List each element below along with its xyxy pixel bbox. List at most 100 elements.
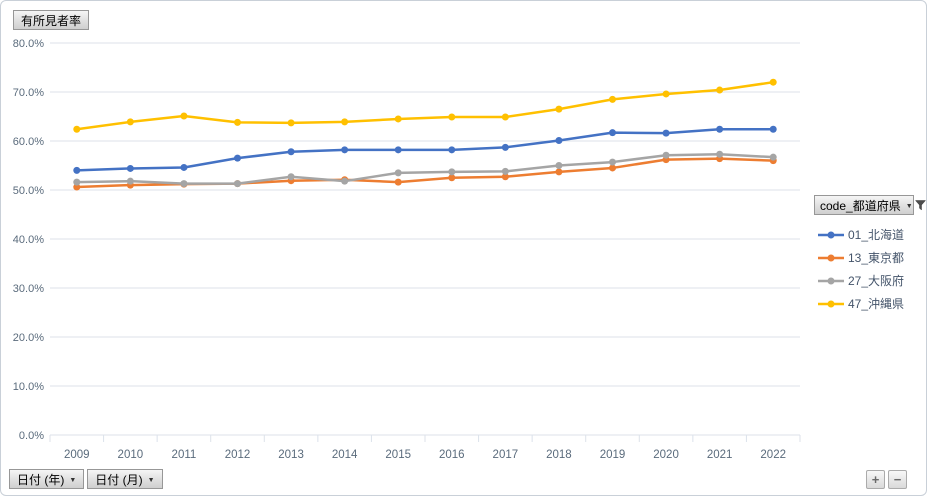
data-point-marker-1[interactable]: [394, 178, 402, 186]
data-point-marker-3[interactable]: [394, 115, 402, 123]
chevron-down-icon: ▼: [69, 476, 77, 484]
legend-marker-icon: [818, 277, 844, 284]
data-point-marker-1[interactable]: [501, 173, 509, 181]
data-point-marker-0[interactable]: [73, 166, 81, 174]
x-axis-tick-label: 2020: [653, 449, 679, 461]
data-point-marker-0[interactable]: [126, 164, 134, 172]
collapse-field-button[interactable]: −: [888, 470, 907, 489]
data-point-marker-3[interactable]: [126, 118, 134, 126]
legend-field-button[interactable]: code_都道府県 ▼: [814, 195, 926, 215]
data-point-marker-2[interactable]: [448, 168, 456, 176]
legend-item-label: 01_北海道: [848, 228, 905, 242]
axis-field-buttons: 日付 (年) ▼ 日付 (月) ▼: [9, 469, 163, 489]
data-point-marker-2[interactable]: [287, 173, 295, 181]
y-axis-tick-label: 40.0%: [13, 234, 44, 246]
legend-item-1[interactable]: 13_東京都: [818, 246, 920, 269]
x-axis-tick-label: 2015: [385, 449, 411, 461]
expand-field-button[interactable]: +: [866, 470, 885, 489]
legend-item-0[interactable]: 01_北海道: [818, 223, 920, 246]
data-point-marker-3[interactable]: [716, 86, 724, 94]
x-axis-tick-label: 2016: [439, 449, 465, 461]
data-point-marker-3[interactable]: [180, 112, 188, 120]
series-line-2[interactable]: [75, 152, 775, 185]
x-axis-tick-label: 2012: [225, 449, 251, 461]
legend-item-label: 27_大阪府: [848, 274, 905, 288]
y-axis-tick-label: 20.0%: [13, 332, 44, 344]
x-axis-tick-label: 2014: [332, 449, 358, 461]
y-axis-tick-label: 50.0%: [13, 185, 44, 197]
legend-marker-icon: [818, 254, 844, 261]
data-point-marker-2[interactable]: [73, 178, 81, 186]
data-point-marker-1[interactable]: [555, 168, 563, 176]
legend-item-label: 47_沖縄県: [848, 297, 905, 311]
data-point-marker-2[interactable]: [394, 169, 402, 177]
data-point-marker-3[interactable]: [662, 90, 670, 98]
data-point-marker-0[interactable]: [716, 125, 724, 133]
x-axis-tick-label: 2010: [118, 449, 144, 461]
data-point-marker-3[interactable]: [448, 113, 456, 121]
filter-icon: [914, 199, 926, 211]
data-point-marker-0[interactable]: [662, 129, 670, 137]
data-point-marker-3[interactable]: [73, 125, 81, 133]
date-year-field-label: 日付 (年): [17, 472, 65, 487]
x-axis-tick-label: 2021: [707, 449, 733, 461]
data-point-marker-0[interactable]: [394, 146, 402, 154]
legend-item-3[interactable]: 47_沖縄県: [818, 292, 920, 315]
data-point-marker-2[interactable]: [609, 158, 616, 166]
y-axis-tick-label: 10.0%: [13, 381, 44, 393]
legend-item-2[interactable]: 27_大阪府: [818, 269, 920, 292]
date-month-field-button[interactable]: 日付 (月) ▼: [87, 469, 163, 489]
legend-marker-icon: [818, 300, 844, 307]
data-point-marker-3[interactable]: [501, 113, 509, 121]
y-axis-tick-label: 60.0%: [13, 136, 44, 148]
data-point-marker-0[interactable]: [555, 137, 563, 145]
date-year-field-button[interactable]: 日付 (年) ▼: [9, 469, 85, 489]
data-point-marker-3[interactable]: [609, 95, 616, 103]
data-point-marker-3[interactable]: [234, 118, 241, 126]
x-axis-tick-label: 2019: [600, 449, 626, 461]
series-line-0[interactable]: [75, 127, 775, 172]
legend-item-list: 01_北海道 13_東京都 27_大阪府 47_沖縄県: [814, 223, 920, 315]
data-point-marker-0[interactable]: [609, 129, 616, 137]
x-axis-tick-label: 2013: [278, 449, 304, 461]
x-axis-tick-label: 2022: [760, 449, 786, 461]
data-point-marker-3[interactable]: [341, 118, 349, 126]
data-point-marker-0[interactable]: [769, 125, 777, 133]
data-point-marker-2[interactable]: [501, 167, 509, 175]
data-point-marker-2[interactable]: [126, 177, 134, 185]
x-axis-tick-label: 2017: [493, 449, 519, 461]
data-point-marker-0[interactable]: [448, 146, 456, 154]
chevron-down-icon: ▼: [147, 476, 155, 484]
values-field-button[interactable]: 有所見者率: [13, 10, 90, 30]
data-point-marker-0[interactable]: [501, 143, 509, 151]
data-point-marker-2[interactable]: [769, 153, 777, 161]
date-month-field-label: 日付 (月): [95, 472, 143, 487]
legend-item-label: 13_東京都: [848, 251, 905, 265]
y-axis-tick-label: 70.0%: [13, 87, 44, 99]
data-point-marker-3[interactable]: [769, 78, 777, 86]
legend-field-label: code_都道府県: [820, 198, 901, 213]
y-axis-tick-label: 0.0%: [19, 430, 44, 442]
data-point-marker-0[interactable]: [180, 163, 188, 171]
y-axis-tick-label: 80.0%: [13, 38, 44, 50]
data-point-marker-0[interactable]: [234, 154, 241, 162]
y-axis-tick-label: 30.0%: [13, 283, 44, 295]
x-axis-tick-label: 2018: [546, 449, 572, 461]
data-point-marker-2[interactable]: [180, 180, 188, 188]
data-point-marker-3[interactable]: [287, 119, 295, 127]
data-point-marker-1[interactable]: [448, 174, 456, 182]
data-point-marker-2[interactable]: [234, 180, 241, 188]
data-point-marker-0[interactable]: [341, 146, 349, 154]
data-point-marker-2[interactable]: [555, 162, 563, 169]
data-point-marker-1[interactable]: [73, 183, 81, 191]
data-point-marker-2[interactable]: [662, 151, 670, 159]
data-point-marker-1[interactable]: [609, 164, 616, 172]
series-line-3[interactable]: [75, 80, 775, 131]
data-point-marker-3[interactable]: [555, 105, 563, 113]
data-point-marker-2[interactable]: [341, 177, 349, 185]
data-point-marker-2[interactable]: [716, 150, 724, 158]
drill-buttons: + −: [866, 470, 907, 489]
data-point-marker-0[interactable]: [287, 148, 295, 156]
